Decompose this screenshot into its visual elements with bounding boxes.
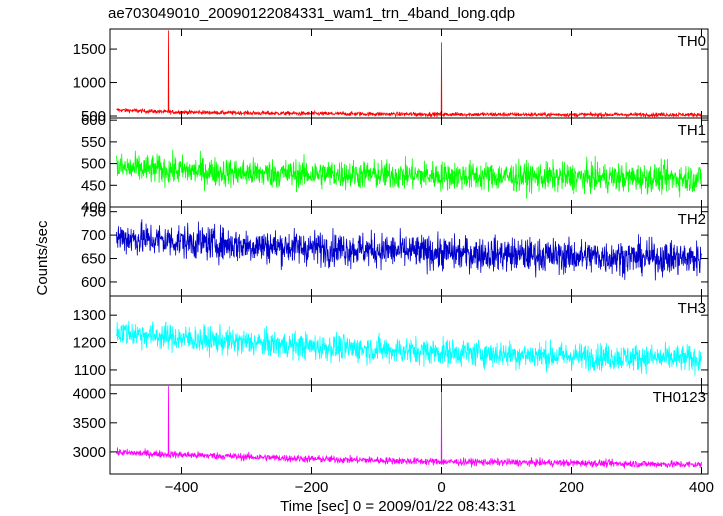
panel-th1: 400 450 500 550 600 TH1 — [81, 112, 709, 216]
y-axis-label: Counts/sec — [34, 220, 51, 296]
y-tick-label-th1: 400 — [81, 199, 106, 216]
y-tick-label-th3: 1100 — [74, 362, 106, 379]
series-line-th3 — [116, 320, 702, 376]
x-tick-label: 200 — [559, 479, 584, 496]
panels: 500 1000 1500 TH0 400 450 500 550 600 TH1 600 650 70… — [73, 28, 714, 496]
x-tick-label: 400 — [689, 479, 714, 496]
panel-label-th0: TH0 — [678, 33, 706, 50]
y-tick-label-th2: 600 — [81, 274, 106, 291]
chart-title: ae703049010_20090122084331_wam1_trn_4ban… — [108, 5, 515, 22]
series-line-th0 — [116, 30, 702, 119]
y-tick-label-th1: 500 — [81, 156, 106, 173]
panel-th2: 600 650 700 750 TH2 — [81, 204, 709, 297]
panel-label-th3: TH3 — [678, 300, 706, 317]
panel-frame-th0 — [109, 28, 709, 119]
panel-frame-th0123 — [109, 384, 709, 475]
x-axis-label: Time [sec] 0 = 2009/01/22 08:43:31 — [280, 498, 516, 515]
y-tick-label-th0123: 3000 — [73, 444, 106, 461]
y-tick-label-th1: 550 — [81, 134, 106, 151]
y-tick-label-th2: 650 — [81, 251, 106, 268]
y-tick-label-th0: 500 — [81, 108, 106, 125]
y-tick-label-th0123: 3500 — [73, 415, 106, 432]
panel-label-th1: TH1 — [678, 122, 706, 139]
y-tick-label-th0: 1000 — [73, 75, 106, 92]
y-tick-label-th2: 750 — [81, 204, 106, 221]
y-tick-label-th0123: 4000 — [73, 386, 106, 403]
y-tick-label-th2: 700 — [81, 227, 106, 244]
series-line-th1 — [116, 149, 702, 199]
series-line-th0123 — [116, 386, 702, 469]
panel-th0123: 3000 3500 4000 TH0123 −400 −200 0 200 400 — [73, 384, 714, 496]
y-tick-label-th3: 1300 — [73, 307, 106, 324]
series-line-th2 — [116, 219, 702, 281]
panel-th3: 1100 1200 1300 TH3 — [73, 295, 709, 386]
y-tick-label-th1: 450 — [81, 177, 106, 194]
x-tick-label: −200 — [295, 479, 329, 496]
y-tick-label-th3: 1200 — [73, 335, 106, 352]
y-tick-label-th1: 600 — [81, 112, 106, 129]
y-tick-label-th0: 1500 — [73, 41, 106, 58]
panel-label-th0123: TH0123 — [653, 389, 706, 406]
panel-frame-th1 — [109, 117, 709, 208]
panel-th0: 500 1000 1500 TH0 — [73, 28, 709, 125]
panel-label-th2: TH2 — [678, 211, 706, 228]
x-tick-label: 0 — [437, 479, 445, 496]
x-tick-label: −400 — [165, 479, 199, 496]
